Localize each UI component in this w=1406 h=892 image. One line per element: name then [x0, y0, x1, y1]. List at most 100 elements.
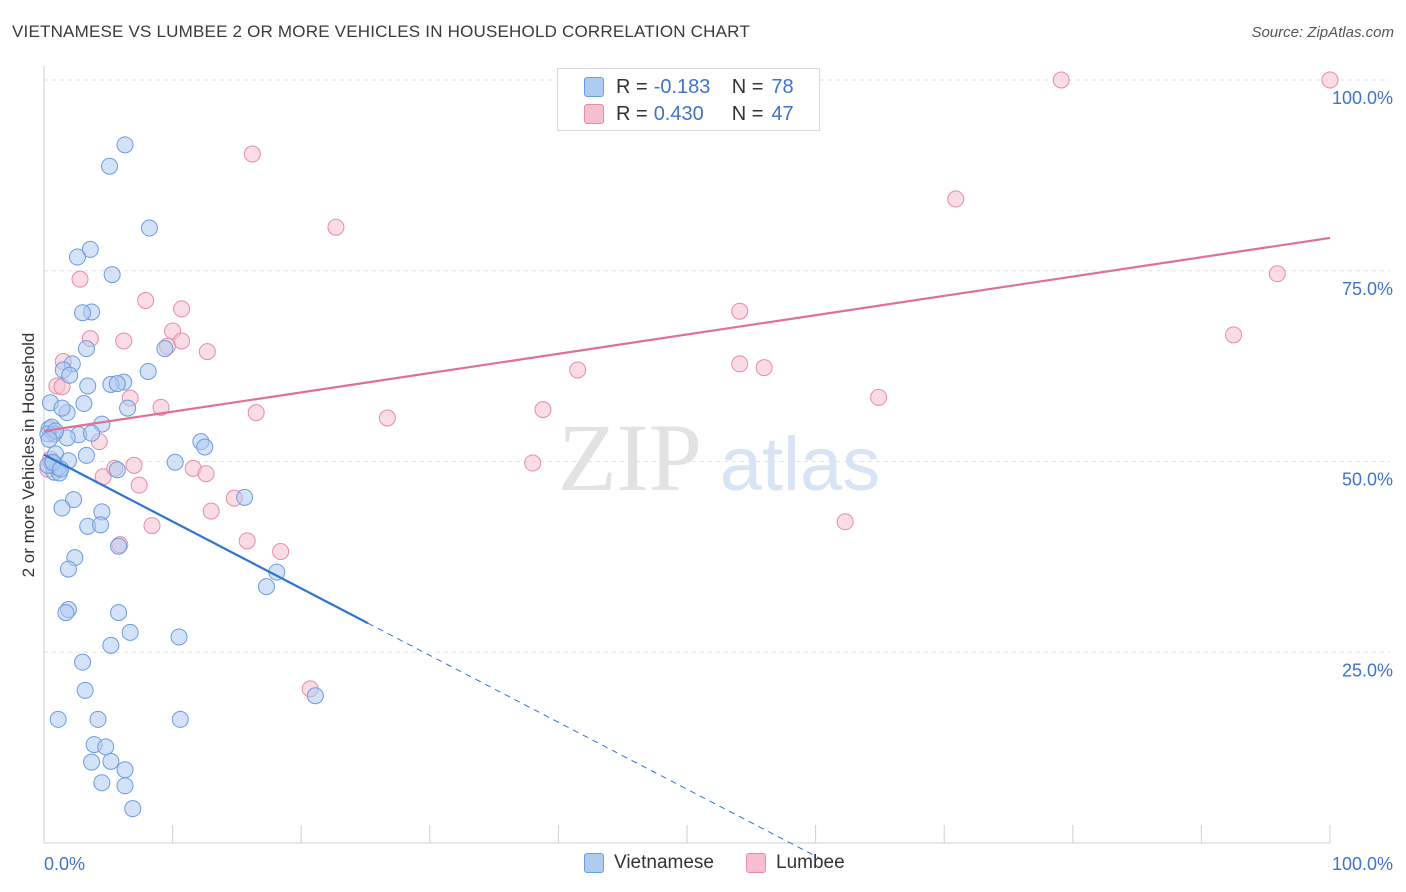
legend-label-vietnamese: Vietnamese: [614, 852, 714, 873]
vietnamese-point: [110, 537, 128, 555]
lumbee-point: [1225, 326, 1243, 344]
lumbee-point: [238, 532, 256, 550]
vietnamese-point: [170, 628, 188, 646]
vietnamese-point: [81, 240, 99, 258]
vietnamese-swatch: [584, 77, 604, 97]
vietnamese-point: [65, 491, 83, 509]
lumbee-point: [755, 359, 773, 377]
vietnamese-point: [306, 687, 324, 705]
vietnamese-point: [49, 710, 67, 728]
lumbee-point: [731, 302, 749, 320]
r-label: R =: [616, 102, 648, 125]
lumbee-point: [1268, 265, 1286, 283]
lumbee-point: [1052, 71, 1070, 89]
lumbee-swatch: [584, 104, 604, 124]
n-label: N =: [731, 102, 764, 125]
legend-item-vietnamese: Vietnamese: [584, 852, 714, 874]
vietnamese-point: [53, 399, 71, 417]
lumbee-point: [115, 332, 133, 350]
source-credit: Source: ZipAtlas.com: [1251, 24, 1394, 41]
grid-lines: [44, 79, 1390, 653]
lumbee-swatch: [746, 853, 766, 873]
lumbee-point: [524, 454, 542, 472]
lumbee-point: [378, 409, 396, 427]
vietnamese-point: [93, 774, 111, 792]
y-tick-labels: 25.0% 50.0% 75.0% 100.0%: [1332, 88, 1393, 680]
vietnamese-point: [140, 219, 158, 237]
r-label: R =: [616, 75, 648, 98]
vietnamese-trendline: [43, 453, 369, 625]
n-value: 47: [771, 102, 794, 125]
vietnamese-point: [76, 681, 94, 699]
vietnamese-point: [108, 461, 126, 479]
vietnamese-point: [108, 375, 126, 393]
lumbee-point: [71, 270, 89, 288]
vietnamese-point: [171, 710, 189, 728]
lumbee-point: [1321, 71, 1339, 89]
r-value: 0.430: [653, 102, 704, 125]
vietnamese-point: [59, 560, 77, 578]
vietnamese-point: [103, 266, 121, 284]
watermark-atlas: atlas: [720, 422, 881, 507]
y-axis-label: 2 or more Vehicles in Household: [19, 333, 38, 578]
watermark: ZIP atlas: [558, 404, 880, 511]
lumbee-point: [173, 300, 191, 318]
vietnamese-point: [110, 604, 128, 622]
n-value: 78: [771, 75, 794, 98]
lumbee-point: [197, 465, 215, 483]
vietnamese-point: [196, 438, 214, 456]
vietnamese-point: [257, 578, 275, 596]
lumbee-point: [137, 292, 155, 310]
vietnamese-point: [77, 340, 95, 358]
watermark-zip: ZIP: [558, 404, 702, 511]
chart-title: VIETNAMESE VS LUMBEE 2 OR MORE VEHICLES …: [12, 22, 750, 41]
vietnamese-point: [68, 248, 86, 266]
vietnamese-point: [77, 446, 95, 464]
lumbee-point: [198, 343, 216, 361]
lumbee-points: [39, 71, 1339, 698]
correlation-legend: R = -0.183 N = 78 R = 0.430 N = 47: [557, 68, 820, 131]
vietnamese-point: [92, 516, 110, 534]
vietnamese-point: [119, 399, 137, 417]
lumbee-point: [870, 388, 888, 406]
y-tick-label: 75.0%: [1342, 279, 1393, 299]
vietnamese-point: [75, 395, 93, 413]
legend-row-lumbee: R = 0.430 N = 47: [584, 102, 794, 126]
x-tick-label: 0.0%: [44, 854, 85, 874]
r-value: -0.183: [653, 75, 711, 98]
vietnamese-point: [102, 636, 120, 654]
vietnamese-point: [83, 753, 101, 771]
lumbee-point: [247, 404, 265, 422]
legend-row-vietnamese: R = -0.183 N = 78: [584, 75, 794, 99]
legend-label-lumbee: Lumbee: [776, 852, 845, 873]
vietnamese-point: [74, 653, 92, 671]
series-legend: Vietnamese Lumbee: [584, 852, 877, 874]
x-tick-labels: 0.0% 100.0%: [44, 854, 1393, 874]
vietnamese-point: [97, 738, 115, 756]
lumbee-point: [534, 401, 552, 419]
lumbee-point: [202, 502, 220, 520]
vietnamese-point: [139, 362, 157, 380]
lumbee-point: [143, 517, 161, 535]
lumbee-point: [731, 355, 749, 373]
vietnamese-point: [101, 157, 119, 175]
vietnamese-point: [89, 710, 107, 728]
vietnamese-point: [53, 499, 71, 517]
lumbee-trendline: [43, 236, 1331, 433]
lumbee-point: [569, 361, 587, 379]
trendlines: [43, 236, 1331, 864]
vietnamese-points: [39, 136, 324, 818]
vietnamese-point: [40, 430, 58, 448]
x-tick-label: 100.0%: [1332, 854, 1393, 874]
y-tick-label: 50.0%: [1342, 470, 1393, 490]
vietnamese-point: [124, 800, 142, 818]
lumbee-point: [327, 218, 345, 236]
vietnamese-point: [156, 340, 174, 358]
lumbee-point: [272, 543, 290, 561]
lumbee-point: [947, 190, 965, 208]
lumbee-point: [130, 476, 148, 494]
vietnamese-point: [74, 304, 92, 322]
vietnamese-point: [79, 377, 97, 395]
n-label: N =: [731, 75, 764, 98]
